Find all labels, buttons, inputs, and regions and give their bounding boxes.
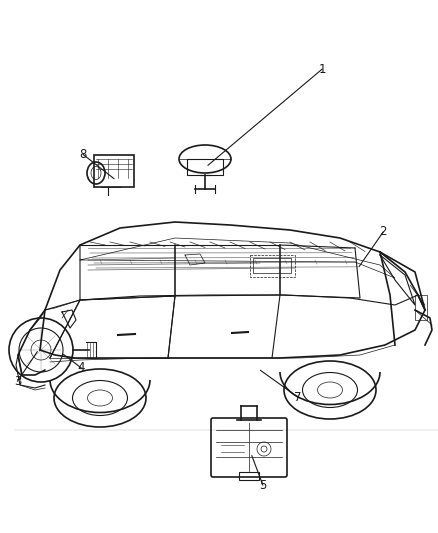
Bar	[187, 159, 223, 175]
Bar	[94, 155, 134, 187]
Bar	[415, 295, 427, 320]
Text: 1: 1	[318, 63, 326, 76]
Bar	[239, 472, 259, 480]
Text: 4: 4	[77, 361, 85, 374]
Text: 8: 8	[80, 148, 87, 161]
Text: 5: 5	[259, 479, 266, 491]
Text: 7: 7	[294, 391, 302, 403]
Text: 2: 2	[379, 225, 387, 238]
Bar	[253, 258, 291, 273]
Bar	[250, 255, 295, 277]
Text: 3: 3	[14, 375, 21, 387]
